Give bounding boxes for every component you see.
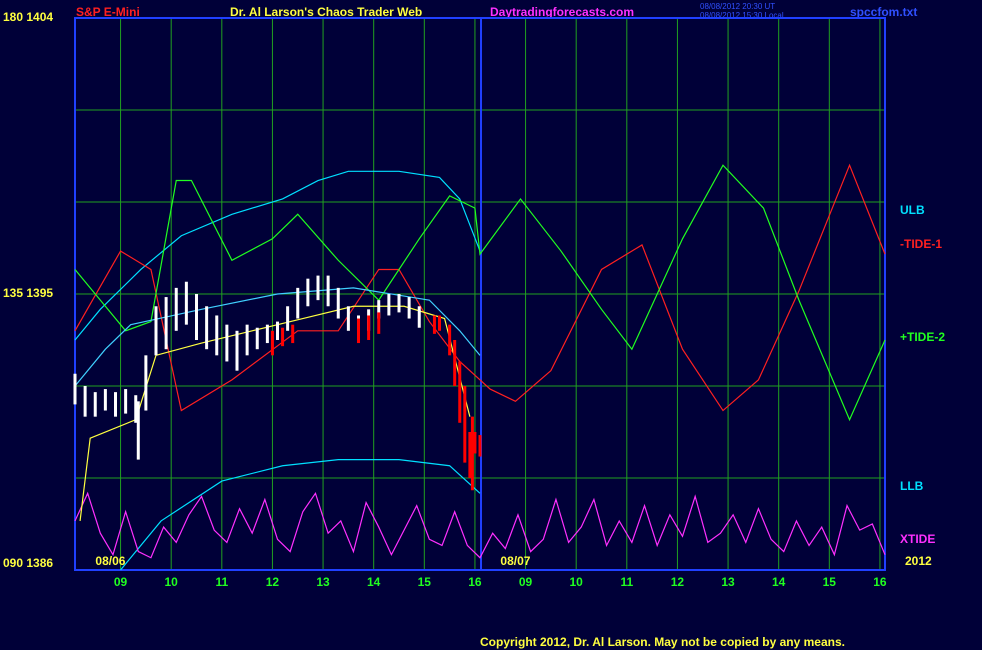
site: Daytradingforecasts.com [490, 5, 634, 19]
legend-label: LLB [900, 479, 924, 493]
x-tick-label: 10 [165, 575, 179, 589]
year: 2012 [905, 554, 932, 568]
file-name: spccfom.txt [850, 5, 917, 19]
date-label: 08/06 [95, 554, 125, 568]
x-tick-label: 09 [114, 575, 128, 589]
x-tick-label: 14 [367, 575, 381, 589]
x-tick-label: 10 [570, 575, 584, 589]
y-tick-label: 180 1404 [3, 10, 53, 24]
x-tick-label: 16 [468, 575, 482, 589]
symbol: S&P E-Mini [76, 5, 140, 19]
legend-label: -TIDE-1 [900, 237, 942, 251]
x-tick-label: 13 [721, 575, 735, 589]
x-tick-label: 11 [215, 575, 228, 589]
chart-title: Dr. Al Larson's Chaos Trader Web [230, 5, 422, 19]
x-tick-label: 15 [823, 575, 837, 589]
legend-label: +TIDE-2 [900, 330, 945, 344]
series-line [74, 164, 886, 422]
plot-frame [74, 17, 886, 571]
series-line [74, 163, 886, 412]
x-tick-label: 11 [620, 575, 633, 589]
x-tick-label: 14 [772, 575, 786, 589]
x-tick-label: 16 [873, 575, 887, 589]
legend-label: XTIDE [900, 532, 935, 546]
date-label: 08/07 [500, 554, 530, 568]
series-line [74, 170, 481, 341]
series-line [120, 459, 481, 571]
timestamp: 08/08/2012 15:30 Local [700, 11, 784, 20]
series-line [74, 491, 886, 559]
x-tick-label: 13 [316, 575, 330, 589]
x-tick-label: 12 [266, 575, 280, 589]
copyright: Copyright 2012, Dr. Al Larson. May not b… [480, 635, 845, 649]
series-line [79, 305, 471, 522]
y-tick-label: 090 1386 [3, 556, 53, 570]
series-line [74, 287, 481, 387]
legend-label: ULB [900, 203, 925, 217]
x-tick-label: 12 [671, 575, 685, 589]
x-tick-label: 15 [418, 575, 432, 589]
y-tick-label: 135 1395 [3, 286, 53, 300]
x-tick-label: 09 [519, 575, 533, 589]
timestamp: 08/08/2012 20:30 UT [700, 2, 775, 11]
